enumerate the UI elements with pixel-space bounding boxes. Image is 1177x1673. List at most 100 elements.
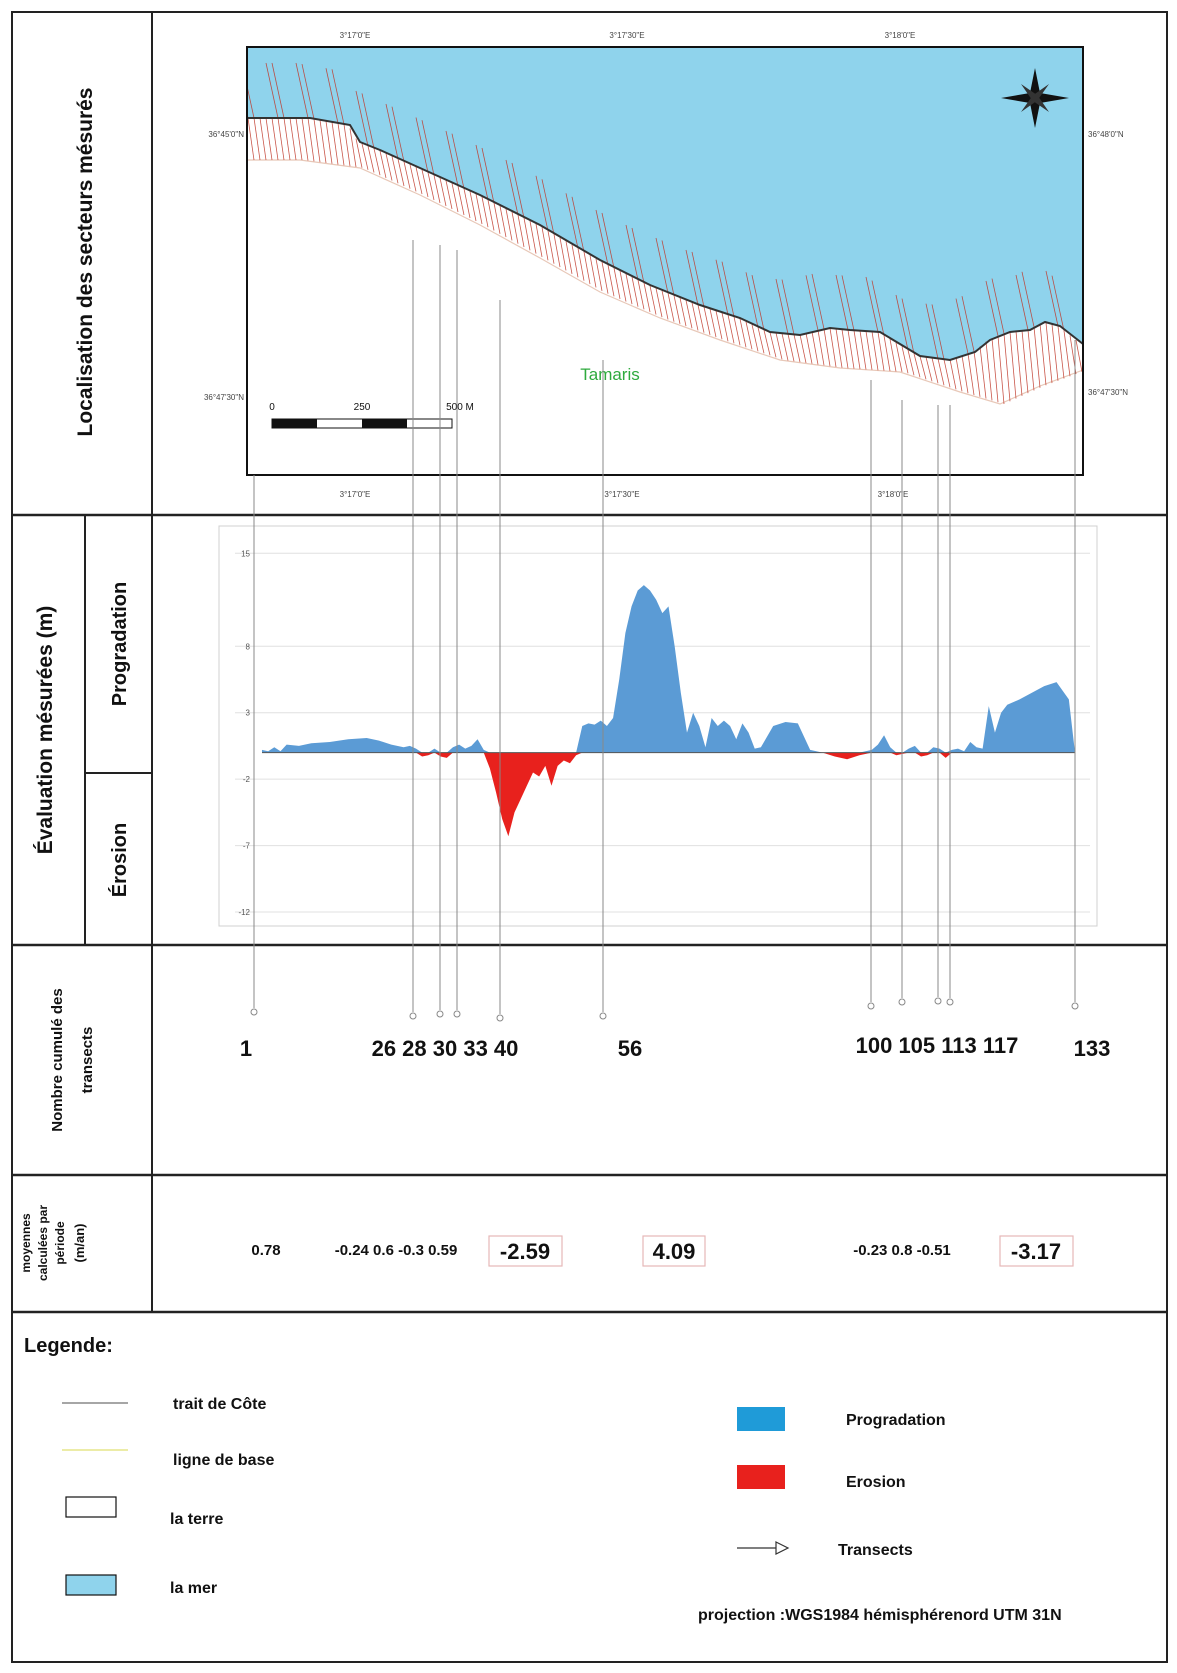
transect-line-sea xyxy=(385,103,399,160)
transect-line xyxy=(925,356,933,382)
transect-line xyxy=(751,324,759,352)
erosion-label: Érosion xyxy=(108,823,131,897)
transect-line xyxy=(1015,331,1023,396)
transect-numbers-group-2: 100 105 113 117 xyxy=(856,1033,1019,1058)
transect-line xyxy=(601,261,609,294)
transect-line-sea xyxy=(751,275,765,331)
y-tick-label: 3 xyxy=(246,709,251,718)
transect-line xyxy=(325,121,333,164)
transect-line-sea xyxy=(625,224,639,281)
legend: Legende: trait de Côte ligne de base la … xyxy=(24,1335,1062,1624)
y-tick-label: 8 xyxy=(246,642,251,651)
transect-line-sea xyxy=(391,106,405,162)
transect-line-sea xyxy=(1015,274,1029,331)
transect-line xyxy=(487,199,495,231)
transect-line xyxy=(907,349,915,376)
transect-line-sea xyxy=(421,120,435,176)
legend-erosion-label: Erosion xyxy=(846,1474,906,1491)
transect-line xyxy=(829,328,837,367)
average-value-3: 4.09 xyxy=(653,1239,696,1264)
chart-section-title: Évaluation mésurées (m) xyxy=(34,606,57,855)
averages-title-line2: calculées par xyxy=(36,1205,50,1281)
transect-line xyxy=(433,175,441,204)
transect-line xyxy=(583,251,591,285)
map-coastline xyxy=(247,117,1083,362)
transect-line-sea xyxy=(331,69,345,125)
coord-top-mid: 3°17'30"E xyxy=(609,31,644,40)
transect-line xyxy=(1039,323,1047,386)
transect-line xyxy=(889,339,897,372)
transect-line xyxy=(451,183,459,213)
transect-line xyxy=(1075,340,1083,372)
transect-line-sea xyxy=(745,272,759,328)
transect-line-sea xyxy=(715,259,729,315)
transect-line xyxy=(625,273,633,305)
legend-title: Legende: xyxy=(24,1335,113,1357)
transect-line xyxy=(673,295,681,324)
transect-line xyxy=(631,276,639,307)
transect-line xyxy=(991,338,999,403)
transect-line-sea xyxy=(445,130,459,187)
transect-line-sea xyxy=(685,249,699,306)
transect-line xyxy=(703,306,711,335)
transect-line xyxy=(307,117,315,162)
transect-line xyxy=(757,327,765,354)
transect-line xyxy=(397,158,405,187)
transect-line xyxy=(481,196,489,228)
transect-line xyxy=(271,117,279,161)
transect-line xyxy=(421,169,429,198)
map-place-label: Tamaris xyxy=(580,365,640,384)
transect-line xyxy=(289,117,297,161)
transect-line-sea xyxy=(661,240,675,296)
transect-line-sea xyxy=(955,298,969,354)
transect-line-sea xyxy=(991,278,1005,334)
transect-line xyxy=(853,330,861,370)
transect-line xyxy=(745,321,753,350)
transect-line xyxy=(607,264,615,297)
transect-line xyxy=(277,117,285,161)
transect-line-sea xyxy=(361,93,375,149)
coord-top-left: 3°17'0"E xyxy=(340,31,371,40)
transect-line xyxy=(559,237,567,271)
transect-line xyxy=(595,258,603,291)
transect-line xyxy=(1057,325,1065,379)
transect-line xyxy=(721,312,729,342)
transect-line xyxy=(973,351,981,397)
transect-line xyxy=(391,156,399,184)
transect-line xyxy=(691,302,699,331)
transect-line xyxy=(781,333,789,361)
transect-line xyxy=(805,333,813,364)
transect-line xyxy=(547,230,555,264)
transect-line xyxy=(1021,330,1029,394)
transect-line xyxy=(541,227,549,261)
transect-line xyxy=(775,332,783,360)
transect-line xyxy=(259,117,267,161)
transect-line xyxy=(769,332,777,358)
transect-line xyxy=(337,123,345,166)
transect-line xyxy=(763,330,771,356)
compass-rose-icon xyxy=(1001,68,1069,128)
transect-line xyxy=(727,314,735,344)
transect-line xyxy=(961,355,969,394)
transect-line xyxy=(313,118,321,163)
legend-baseline-label: ligne de base xyxy=(173,1452,274,1469)
transect-line xyxy=(637,279,645,310)
transect-line xyxy=(529,220,537,254)
coord-right-bottom: 36°47'30"N xyxy=(1088,388,1128,397)
transect-line xyxy=(367,145,375,173)
transect-line-sea xyxy=(511,162,525,219)
transect-line-sea xyxy=(505,159,519,216)
transect-line xyxy=(955,357,963,392)
projection-label: projection :WGS1984 hémisphérenord UTM 3… xyxy=(698,1607,1062,1624)
legend-land-label: la terre xyxy=(170,1511,223,1528)
transect-line-sea xyxy=(805,275,819,331)
transect-line xyxy=(589,255,597,288)
transects-section-title-line1: Nombre cumulé des xyxy=(49,988,66,1131)
transect-line xyxy=(811,331,819,365)
transect-line-sea xyxy=(595,209,609,266)
transect-line xyxy=(667,292,675,322)
transect-line xyxy=(1051,324,1059,381)
map: Tamaris 3°17'0"E 3°17'30"E 3°18'0"E 3°17… xyxy=(204,31,1128,499)
legend-sea-symbol xyxy=(65,1574,117,1596)
